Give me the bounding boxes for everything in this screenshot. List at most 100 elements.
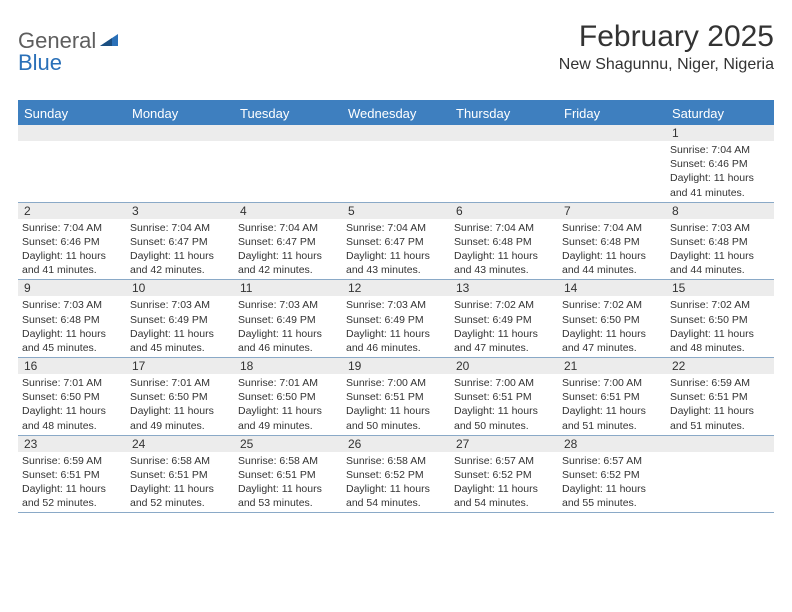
sunset-line: Sunset: 6:49 PM xyxy=(454,313,552,327)
sunset-line: Sunset: 6:49 PM xyxy=(238,313,336,327)
day-cell: Sunrise: 7:04 AMSunset: 6:47 PMDaylight:… xyxy=(126,219,234,280)
sunrise-line: Sunrise: 7:03 AM xyxy=(238,298,336,312)
sunset-line: Sunset: 6:52 PM xyxy=(562,468,660,482)
logo-text-blue: Blue xyxy=(18,50,62,75)
sunset-line: Sunset: 6:50 PM xyxy=(562,313,660,327)
day-cell: Sunrise: 7:04 AMSunset: 6:47 PMDaylight:… xyxy=(342,219,450,280)
day-cell xyxy=(234,141,342,202)
weekday-sunday: Sunday xyxy=(18,102,126,125)
sunset-line: Sunset: 6:50 PM xyxy=(130,390,228,404)
daylight-line: Daylight: 11 hours and 41 minutes. xyxy=(670,171,768,199)
sunset-line: Sunset: 6:50 PM xyxy=(670,313,768,327)
sunset-line: Sunset: 6:51 PM xyxy=(238,468,336,482)
day-number xyxy=(558,125,666,141)
daylight-line: Daylight: 11 hours and 44 minutes. xyxy=(670,249,768,277)
location: New Shagunnu, Niger, Nigeria xyxy=(559,56,774,74)
sunset-line: Sunset: 6:46 PM xyxy=(670,157,768,171)
daylight-line: Daylight: 11 hours and 55 minutes. xyxy=(562,482,660,510)
day-cell: Sunrise: 7:04 AMSunset: 6:46 PMDaylight:… xyxy=(18,219,126,280)
sunset-line: Sunset: 6:51 PM xyxy=(670,390,768,404)
day-number: 26 xyxy=(342,436,450,452)
day-cell: Sunrise: 7:04 AMSunset: 6:48 PMDaylight:… xyxy=(450,219,558,280)
day-cell: Sunrise: 7:04 AMSunset: 6:46 PMDaylight:… xyxy=(666,141,774,202)
weekday-tuesday: Tuesday xyxy=(234,102,342,125)
day-number xyxy=(126,125,234,141)
logo-text-blue-wrap: Blue xyxy=(18,50,62,76)
day-cell: Sunrise: 7:03 AMSunset: 6:49 PMDaylight:… xyxy=(342,296,450,357)
sunrise-line: Sunrise: 7:00 AM xyxy=(562,376,660,390)
weekday-thursday: Thursday xyxy=(450,102,558,125)
sunset-line: Sunset: 6:51 PM xyxy=(130,468,228,482)
day-number: 17 xyxy=(126,358,234,374)
day-cell: Sunrise: 7:04 AMSunset: 6:47 PMDaylight:… xyxy=(234,219,342,280)
day-number: 23 xyxy=(18,436,126,452)
day-cell: Sunrise: 7:03 AMSunset: 6:49 PMDaylight:… xyxy=(126,296,234,357)
day-number: 14 xyxy=(558,280,666,296)
sunset-line: Sunset: 6:49 PM xyxy=(130,313,228,327)
sunset-line: Sunset: 6:51 PM xyxy=(22,468,120,482)
week-row: 232425262728Sunrise: 6:59 AMSunset: 6:51… xyxy=(18,436,774,514)
sunset-line: Sunset: 6:50 PM xyxy=(22,390,120,404)
day-number xyxy=(234,125,342,141)
day-number: 10 xyxy=(126,280,234,296)
daylight-line: Daylight: 11 hours and 46 minutes. xyxy=(238,327,336,355)
weekday-saturday: Saturday xyxy=(666,102,774,125)
day-number: 7 xyxy=(558,203,666,219)
sunrise-line: Sunrise: 6:57 AM xyxy=(454,454,552,468)
daylight-line: Daylight: 11 hours and 54 minutes. xyxy=(346,482,444,510)
sunrise-line: Sunrise: 7:04 AM xyxy=(670,143,768,157)
sunset-line: Sunset: 6:47 PM xyxy=(130,235,228,249)
sunrise-line: Sunrise: 6:58 AM xyxy=(130,454,228,468)
daylight-line: Daylight: 11 hours and 44 minutes. xyxy=(562,249,660,277)
weekday-header-row: Sunday Monday Tuesday Wednesday Thursday… xyxy=(18,102,774,125)
day-body-row: Sunrise: 7:01 AMSunset: 6:50 PMDaylight:… xyxy=(18,374,774,435)
day-cell: Sunrise: 6:59 AMSunset: 6:51 PMDaylight:… xyxy=(666,374,774,435)
day-number: 5 xyxy=(342,203,450,219)
day-body-row: Sunrise: 6:59 AMSunset: 6:51 PMDaylight:… xyxy=(18,452,774,513)
daylight-line: Daylight: 11 hours and 50 minutes. xyxy=(454,404,552,432)
day-number xyxy=(666,436,774,452)
day-cell xyxy=(666,452,774,513)
sunset-line: Sunset: 6:48 PM xyxy=(22,313,120,327)
day-cell: Sunrise: 6:57 AMSunset: 6:52 PMDaylight:… xyxy=(450,452,558,513)
day-number-row: 1 xyxy=(18,125,774,141)
sunset-line: Sunset: 6:50 PM xyxy=(238,390,336,404)
day-number: 28 xyxy=(558,436,666,452)
day-number: 25 xyxy=(234,436,342,452)
daylight-line: Daylight: 11 hours and 48 minutes. xyxy=(670,327,768,355)
day-body-row: Sunrise: 7:04 AMSunset: 6:46 PMDaylight:… xyxy=(18,141,774,202)
day-cell: Sunrise: 6:58 AMSunset: 6:51 PMDaylight:… xyxy=(234,452,342,513)
daylight-line: Daylight: 11 hours and 43 minutes. xyxy=(454,249,552,277)
sunrise-line: Sunrise: 7:02 AM xyxy=(670,298,768,312)
sunset-line: Sunset: 6:52 PM xyxy=(454,468,552,482)
day-number: 20 xyxy=(450,358,558,374)
daylight-line: Daylight: 11 hours and 54 minutes. xyxy=(454,482,552,510)
sunrise-line: Sunrise: 7:01 AM xyxy=(22,376,120,390)
sunrise-line: Sunrise: 7:04 AM xyxy=(22,221,120,235)
header: General February 2025 New Shagunnu, Nige… xyxy=(18,20,774,74)
sunrise-line: Sunrise: 6:58 AM xyxy=(238,454,336,468)
day-cell xyxy=(450,141,558,202)
day-cell xyxy=(558,141,666,202)
title-block: February 2025 New Shagunnu, Niger, Niger… xyxy=(559,20,774,74)
day-cell: Sunrise: 7:01 AMSunset: 6:50 PMDaylight:… xyxy=(18,374,126,435)
day-number-row: 232425262728 xyxy=(18,436,774,452)
day-body-row: Sunrise: 7:03 AMSunset: 6:48 PMDaylight:… xyxy=(18,296,774,357)
sunrise-line: Sunrise: 7:04 AM xyxy=(238,221,336,235)
day-cell xyxy=(342,141,450,202)
day-cell: Sunrise: 6:59 AMSunset: 6:51 PMDaylight:… xyxy=(18,452,126,513)
sunrise-line: Sunrise: 7:03 AM xyxy=(22,298,120,312)
weekday-monday: Monday xyxy=(126,102,234,125)
daylight-line: Daylight: 11 hours and 50 minutes. xyxy=(346,404,444,432)
sunrise-line: Sunrise: 7:01 AM xyxy=(238,376,336,390)
daylight-line: Daylight: 11 hours and 52 minutes. xyxy=(22,482,120,510)
sunset-line: Sunset: 6:51 PM xyxy=(454,390,552,404)
sunrise-line: Sunrise: 6:58 AM xyxy=(346,454,444,468)
day-number: 16 xyxy=(18,358,126,374)
daylight-line: Daylight: 11 hours and 45 minutes. xyxy=(22,327,120,355)
day-cell: Sunrise: 7:03 AMSunset: 6:49 PMDaylight:… xyxy=(234,296,342,357)
sunrise-line: Sunrise: 7:03 AM xyxy=(670,221,768,235)
sunset-line: Sunset: 6:46 PM xyxy=(22,235,120,249)
week-row: 1Sunrise: 7:04 AMSunset: 6:46 PMDaylight… xyxy=(18,125,774,203)
daylight-line: Daylight: 11 hours and 47 minutes. xyxy=(562,327,660,355)
